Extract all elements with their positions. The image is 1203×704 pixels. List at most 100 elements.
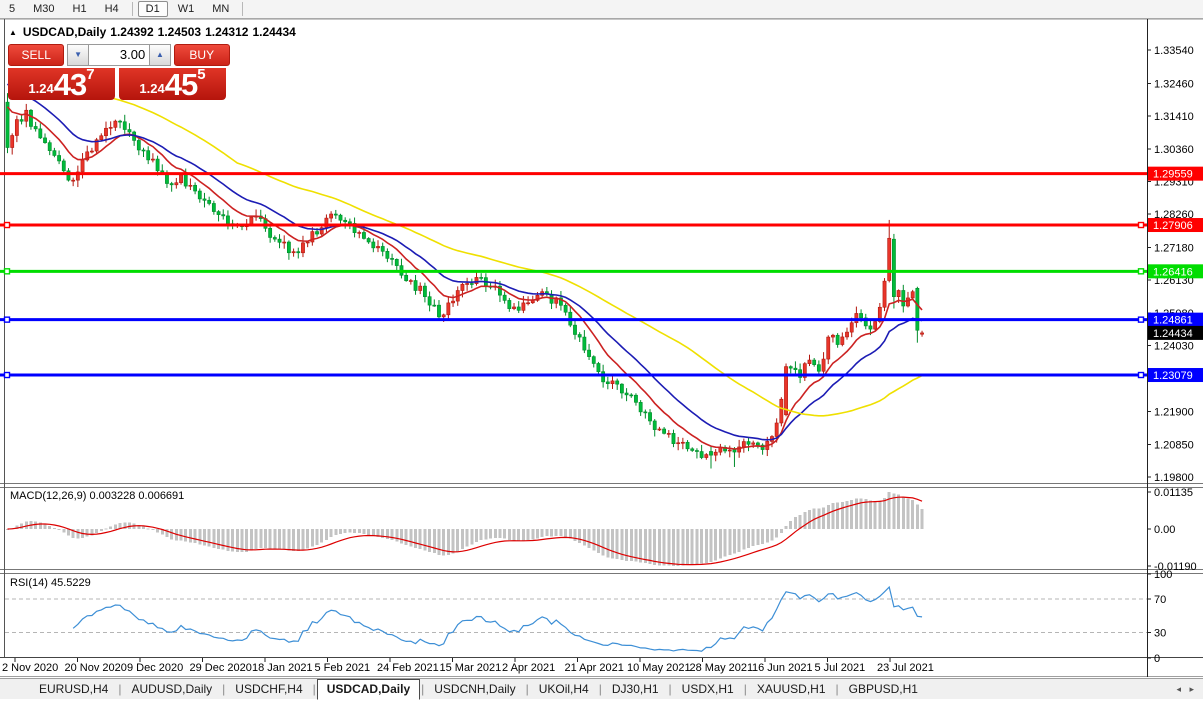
svg-text:0.00: 0.00: [1154, 524, 1175, 536]
tab-scroll-arrows[interactable]: ◂ ▸: [1176, 684, 1197, 694]
tab-divider: |: [118, 682, 122, 696]
tab-divider: |: [598, 682, 602, 696]
svg-text:5 Jul 2021: 5 Jul 2021: [815, 662, 866, 674]
horizontal-lines: [0, 172, 1147, 379]
tab-divider: |: [743, 682, 747, 696]
chart-tab-USDCNH-Daily[interactable]: USDCNH,Daily: [434, 681, 516, 696]
sell-price-prefix: 1.24: [28, 81, 54, 96]
price-axis: 1.335401.324601.314101.303601.293101.282…: [1147, 45, 1203, 665]
hline-handle[interactable]: [3, 221, 11, 229]
timeframe-button-M30[interactable]: M30: [33, 3, 55, 15]
buy-button[interactable]: BUY: [173, 44, 230, 66]
svg-text:1.32460: 1.32460: [1154, 79, 1194, 91]
svg-text:1.21900: 1.21900: [1154, 407, 1194, 419]
hline-handle[interactable]: [3, 268, 11, 275]
svg-text:5 Feb 2021: 5 Feb 2021: [315, 662, 371, 674]
buy-price-box[interactable]: 1.24 45 5: [119, 66, 226, 100]
svg-text:18 Jan 2021: 18 Jan 2021: [252, 662, 313, 674]
collapse-triangle-icon[interactable]: ▲: [9, 28, 17, 37]
rsi-line: [72, 585, 923, 652]
svg-text:2 Nov 2020: 2 Nov 2020: [2, 662, 58, 674]
svg-text:21 Apr 2021: 21 Apr 2021: [565, 662, 624, 674]
timeframe-button-W1[interactable]: W1: [177, 3, 195, 15]
chart-tab-USDX-H1[interactable]: USDX,H1: [681, 681, 734, 696]
chart-tab-UKOil-H4[interactable]: UKOil,H4: [538, 681, 589, 696]
timeframe-button-H4[interactable]: H4: [104, 3, 119, 15]
svg-text:20 Nov 2020: 20 Nov 2020: [65, 662, 127, 674]
tab-divider: |: [525, 682, 529, 696]
hline-handle[interactable]: [1137, 371, 1145, 379]
svg-text:15 Mar 2021: 15 Mar 2021: [440, 662, 502, 674]
svg-text:1.20850: 1.20850: [1154, 439, 1194, 451]
timeframe-button-5[interactable]: 5: [9, 3, 16, 15]
tab-divider: |: [222, 682, 226, 696]
volume-increase-button[interactable]: ▲: [149, 44, 171, 66]
hline-handle[interactable]: [1137, 221, 1145, 229]
chart-tab-XAUUSD-H1[interactable]: XAUUSD,H1: [756, 681, 826, 696]
tab-divider: |: [312, 682, 316, 696]
svg-text:10 May 2021: 10 May 2021: [627, 662, 691, 674]
svg-text:1.31410: 1.31410: [1154, 111, 1194, 123]
ohlc-high: 1.24503: [157, 25, 202, 39]
svg-text:1.23079: 1.23079: [1153, 370, 1193, 382]
chart-tab-USDCHF-H4[interactable]: USDCHF,H4: [235, 681, 303, 696]
svg-text:1.30360: 1.30360: [1154, 144, 1194, 156]
hline-handle[interactable]: [1137, 268, 1145, 275]
macd-indicator-label: MACD(12,26,9) 0.003228 0.006691: [10, 490, 185, 502]
sell-price-box[interactable]: 1.24 43 7: [8, 66, 115, 102]
macd-histogram: [6, 492, 924, 566]
svg-text:-0.01190: -0.01190: [1154, 561, 1197, 573]
one-click-trade-panel: SELL ▼ 3.00 ▲ BUY 1.24 43 7 1.24 45 5: [8, 44, 230, 100]
tab-divider: |: [835, 682, 839, 696]
hline-handle[interactable]: [3, 316, 11, 323]
sell-price-big: 43: [53, 67, 87, 102]
ohlc-low: 1.24312: [205, 25, 249, 39]
svg-text:30: 30: [1154, 628, 1166, 640]
moving-average-10: [6, 106, 923, 450]
chart-tab-DJ30-H1[interactable]: DJ30,H1: [611, 681, 659, 696]
moving-average-21: [6, 83, 923, 441]
timeframe-button-D1[interactable]: D1: [137, 1, 168, 17]
hline-handle[interactable]: [1137, 316, 1145, 323]
sell-button[interactable]: SELL: [8, 44, 65, 66]
toolbar-divider: [242, 2, 244, 16]
volume-input[interactable]: 3.00: [88, 44, 150, 66]
svg-text:1.29559: 1.29559: [1153, 169, 1193, 181]
tab-divider: |: [668, 682, 672, 696]
svg-text:0.01135: 0.01135: [1154, 487, 1193, 499]
timeframe-button-MN[interactable]: MN: [212, 3, 230, 15]
svg-text:16 Jun 2021: 16 Jun 2021: [752, 662, 813, 674]
svg-text:24 Feb 2021: 24 Feb 2021: [377, 662, 439, 674]
macd-signal-line: [7, 496, 923, 566]
svg-text:100: 100: [1154, 569, 1172, 581]
svg-text:1.27906: 1.27906: [1153, 220, 1193, 232]
chart-tab-AUDUSD-Daily[interactable]: AUDUSD,Daily: [131, 681, 213, 696]
chart-tab-GBPUSD-H1[interactable]: GBPUSD,H1: [848, 681, 918, 696]
rsi-indicator-label: RSI(14) 45.5229: [10, 577, 91, 589]
svg-text:1.24861: 1.24861: [1153, 315, 1193, 327]
rsi-pane: [5, 598, 1147, 634]
chart-tab-USDCAD-Daily[interactable]: USDCAD,Daily: [316, 678, 421, 700]
volume-decrease-button[interactable]: ▼: [67, 44, 89, 66]
sell-price-pip: 7: [86, 66, 95, 83]
svg-text:1.33540: 1.33540: [1154, 45, 1194, 57]
ohlc-open: 1.24392: [110, 25, 154, 39]
buy-price-prefix: 1.24: [139, 81, 165, 96]
toolbar-divider: [131, 2, 133, 16]
chart-symbol: USDCAD,Daily: [22, 25, 107, 39]
svg-text:9 Dec 2020: 9 Dec 2020: [127, 662, 183, 674]
pane-borders: [0, 18, 1203, 677]
svg-text:1.28260: 1.28260: [1154, 209, 1194, 221]
svg-text:1.26416: 1.26416: [1153, 266, 1193, 278]
buy-price-pip: 5: [197, 66, 206, 83]
timeframe-button-H1[interactable]: H1: [72, 3, 87, 15]
ohlc-close: 1.24434: [252, 25, 296, 39]
hline-handle[interactable]: [3, 371, 11, 379]
svg-text:28 May 2021: 28 May 2021: [690, 662, 754, 674]
chart-tab-EURUSD-H4[interactable]: EURUSD,H4: [39, 681, 109, 696]
svg-text:2 Apr 2021: 2 Apr 2021: [502, 662, 555, 674]
svg-text:70: 70: [1154, 594, 1166, 606]
svg-text:1.24434: 1.24434: [1153, 328, 1193, 340]
